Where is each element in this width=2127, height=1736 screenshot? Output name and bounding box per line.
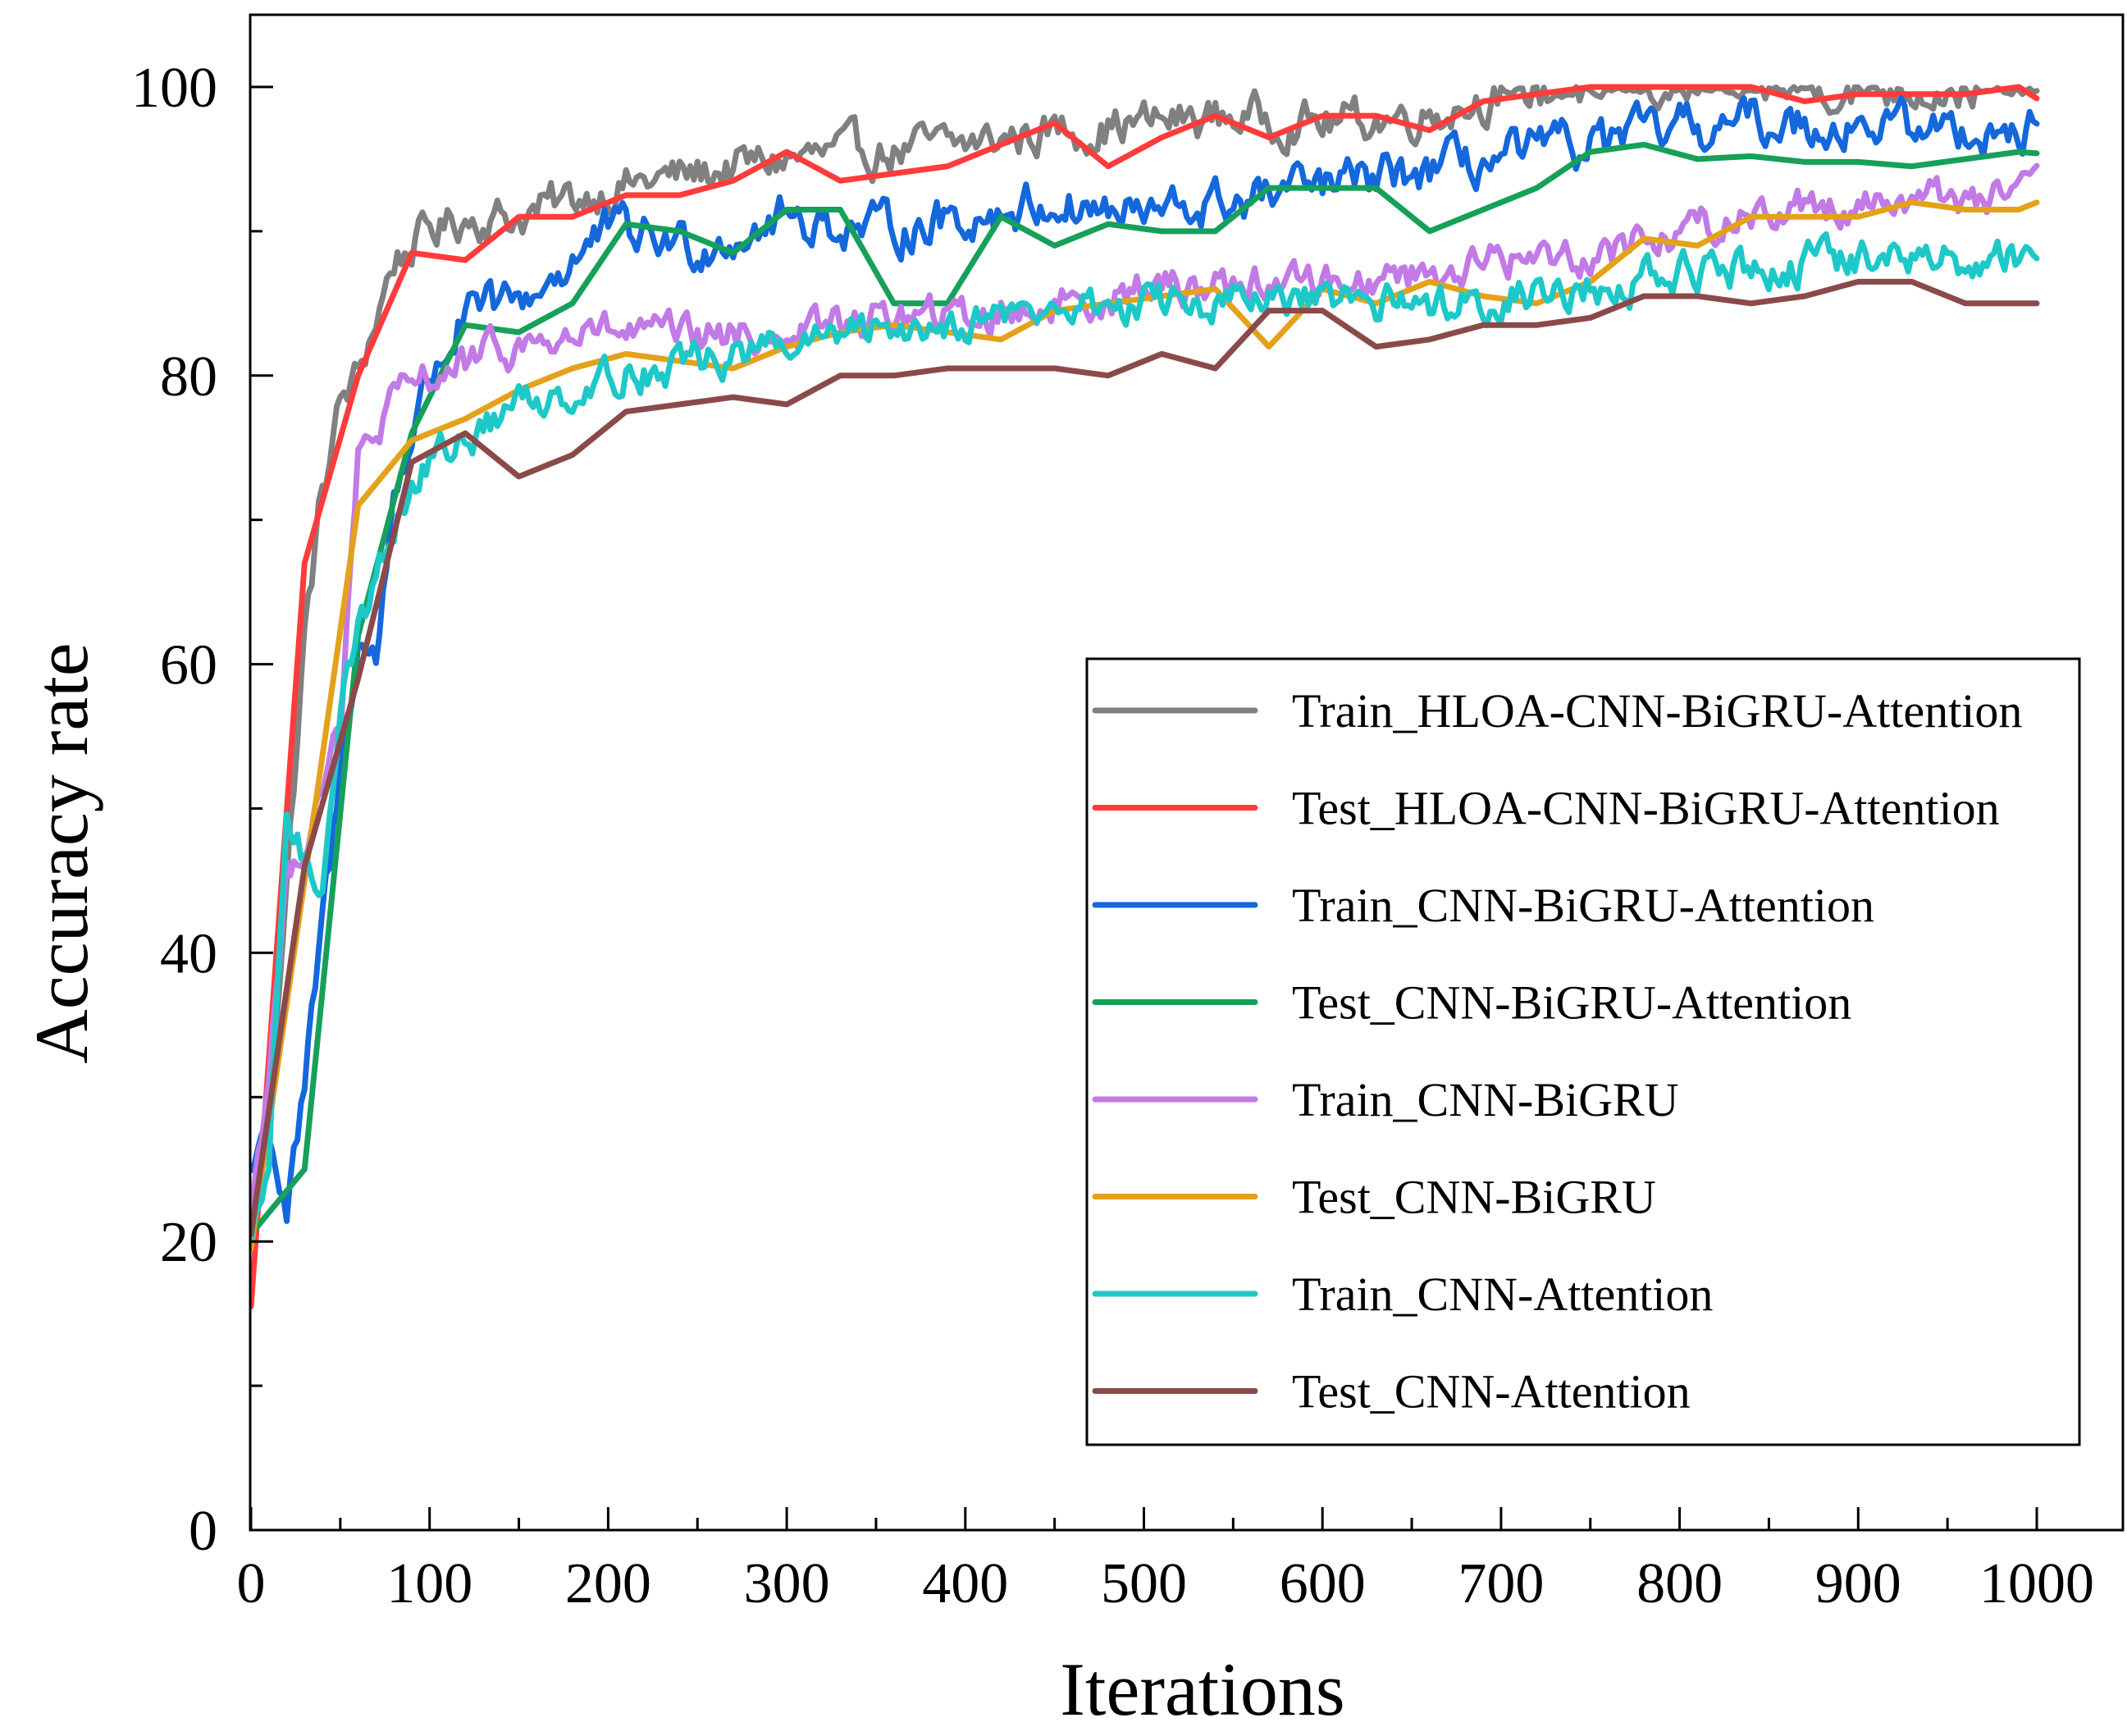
legend-label-4: Test_CNN-BiGRU-Attention: [1292, 976, 1851, 1030]
legend-box: [1085, 657, 2081, 1446]
series-line-1: [250, 84, 2040, 1208]
y-tick-label: 100: [131, 57, 217, 120]
series-layer: [250, 84, 2040, 1309]
x-tick-label: 300: [744, 1552, 830, 1615]
legend-label-8: Test_CNN-Attention: [1292, 1365, 1691, 1418]
axis-layer: 0 100 200 300 400 500 600 700 800 900 1000 0 20 40 60 8…: [131, 13, 2125, 1615]
x-tick-label: 600: [1280, 1552, 1366, 1615]
y-tick-label: 60: [160, 634, 217, 697]
y-tick-label: 40: [160, 922, 217, 985]
legend: Train_HLOA-CNN-BiGRU-Attention Test_HLOA-…: [1085, 657, 2081, 1446]
x-tick-label: 0: [237, 1552, 266, 1615]
series-line-8: [250, 278, 2040, 1237]
legend-label-5: Train_CNN-BiGRU: [1292, 1073, 1679, 1126]
series-line-3: [250, 94, 2040, 1224]
legend-label-7: Train_CNN-Attention: [1292, 1268, 1713, 1321]
plot-frame: [249, 13, 2125, 1532]
x-tick-label: 1000: [1979, 1552, 2094, 1615]
legend-label-2: Test_HLOA-CNN-BiGRU-Attention: [1292, 782, 2000, 835]
y-axis-title: Accuracy rate: [20, 642, 103, 1063]
legend-label-1: Train_HLOA-CNN-BiGRU-Attention: [1292, 684, 2022, 738]
y-tick-label: 20: [160, 1211, 217, 1274]
x-tick-label: 800: [1636, 1552, 1723, 1615]
series-line-2: [250, 84, 2040, 1309]
x-tick-label: 500: [1101, 1552, 1187, 1615]
series-line-4: [250, 141, 2040, 1237]
x-axis-title: Iterations: [1060, 1647, 1344, 1731]
y-tick-label: 0: [189, 1500, 217, 1563]
y-tick-label: 80: [160, 345, 217, 409]
x-tick-label: 200: [565, 1552, 651, 1615]
series-line-7: [250, 231, 2040, 1244]
x-tick-label: 900: [1815, 1552, 1901, 1615]
legend-label-6: Test_CNN-BiGRU: [1292, 1171, 1656, 1224]
x-tick-label: 100: [386, 1552, 472, 1615]
legend-label-3: Train_CNN-BiGRU-Attention: [1292, 879, 1874, 932]
x-tick-label: 700: [1458, 1552, 1544, 1615]
x-tick-label: 400: [922, 1552, 1008, 1615]
